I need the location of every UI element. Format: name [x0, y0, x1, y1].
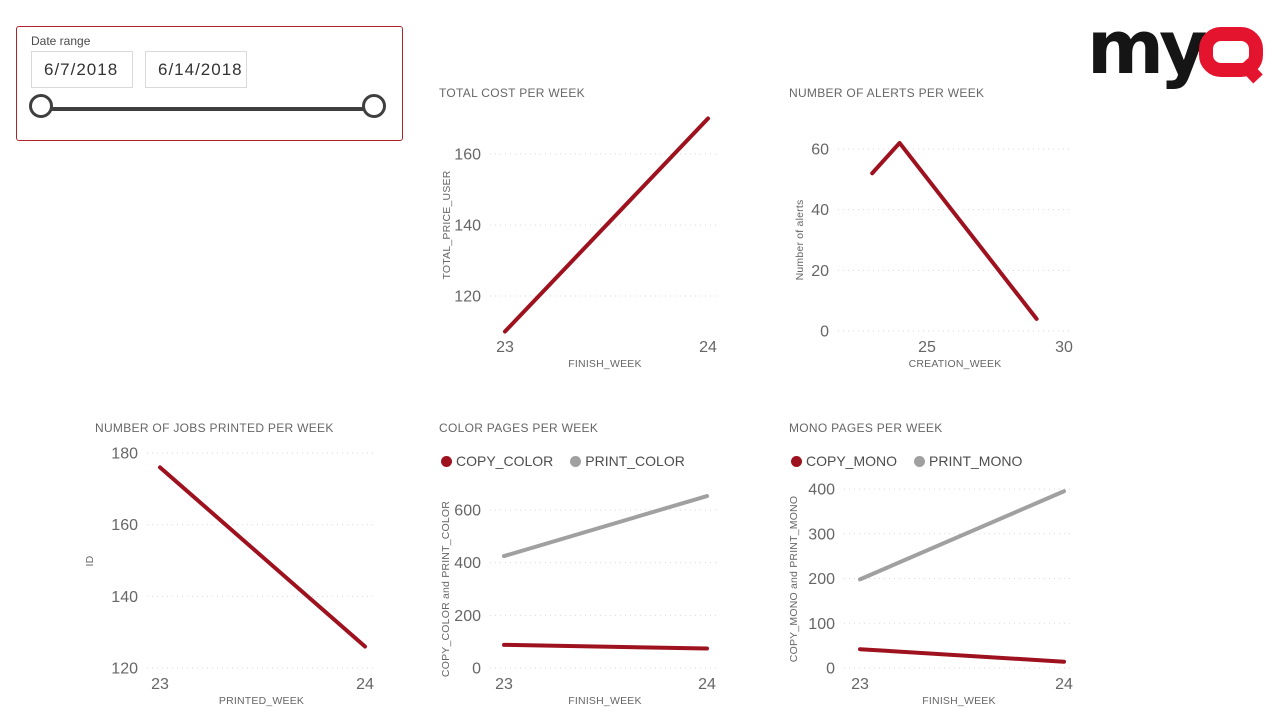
chart-color-pages-per-week: COLOR PAGES PER WEEK COPY_COLOR PRINT_CO… [432, 415, 738, 723]
svg-text:0: 0 [820, 324, 829, 341]
date-range-label: Date range [31, 34, 91, 48]
slider-handle-start[interactable] [29, 94, 53, 118]
svg-text:140: 140 [111, 589, 138, 606]
slider-handle-end[interactable] [362, 94, 386, 118]
chart-title: TOTAL COST PER WEEK [439, 86, 585, 100]
x-axis-title: FINISH_WEEK [568, 695, 642, 707]
legend: COPY_MONO PRINT_MONO [791, 453, 1022, 469]
legend-item-print-mono[interactable]: PRINT_MONO [914, 453, 1022, 469]
chart-mono-pages-per-week: MONO PAGES PER WEEK COPY_MONO PRINT_MONO… [782, 415, 1088, 723]
chart-total-cost-per-week: TOTAL COST PER WEEK 120 140 160 23 24 FINISH… [432, 80, 738, 380]
logo-text-my: my [1092, 20, 1206, 90]
logo-q-icon [1199, 27, 1263, 84]
start-date-input[interactable] [31, 51, 133, 88]
svg-text:100: 100 [808, 616, 835, 633]
svg-text:300: 300 [808, 526, 835, 543]
plot-area[interactable]: 120 140 160 23 24 [432, 80, 738, 380]
svg-text:23: 23 [495, 676, 513, 693]
svg-text:120: 120 [454, 289, 481, 306]
y-axis-title: COPY_COLOR and PRINT_COLOR [440, 500, 452, 678]
y-axis-title: COPY_MONO and PRINT_MONO [788, 495, 800, 662]
svg-text:400: 400 [808, 482, 835, 499]
chart-title: COLOR PAGES PER WEEK [439, 421, 599, 435]
svg-text:20: 20 [811, 263, 829, 280]
svg-text:200: 200 [454, 608, 481, 625]
legend-item-copy-color[interactable]: COPY_COLOR [441, 453, 553, 469]
legend: COPY_COLOR PRINT_COLOR [441, 453, 685, 469]
plot-area[interactable]: 0 200 400 600 23 24 [432, 415, 738, 723]
svg-text:120: 120 [111, 661, 138, 678]
svg-text:60: 60 [811, 142, 829, 159]
svg-text:23: 23 [151, 676, 169, 693]
svg-text:24: 24 [698, 676, 716, 693]
myq-logo: my [1087, 5, 1268, 91]
legend-dot-icon [570, 455, 582, 467]
svg-text:24: 24 [356, 676, 374, 693]
date-range-slicer: Date range [16, 26, 403, 141]
y-axis-title: TOTAL_PRICE_USER [441, 170, 453, 280]
svg-text:23: 23 [851, 676, 869, 693]
svg-text:600: 600 [454, 503, 481, 520]
legend-label: PRINT_MONO [929, 453, 1023, 469]
legend-label: COPY_COLOR [456, 453, 554, 469]
plot-area[interactable]: 120 140 160 180 23 24 [85, 415, 391, 723]
svg-text:24: 24 [699, 339, 717, 356]
plot-area[interactable]: 0 20 40 60 25 30 [782, 80, 1088, 380]
y-axis-title: Number of alerts [794, 199, 806, 281]
svg-text:0: 0 [472, 661, 481, 678]
svg-text:0: 0 [826, 661, 835, 678]
svg-text:160: 160 [454, 147, 481, 164]
svg-text:160: 160 [111, 517, 138, 534]
end-date-input[interactable] [145, 51, 247, 88]
svg-text:25: 25 [918, 339, 936, 356]
svg-text:200: 200 [808, 571, 835, 588]
svg-text:400: 400 [454, 555, 481, 572]
legend-item-copy-mono[interactable]: COPY_MONO [791, 453, 897, 469]
legend-dot-icon [791, 455, 802, 467]
x-axis-title: FINISH_WEEK [922, 695, 996, 707]
svg-text:23: 23 [496, 339, 514, 356]
svg-text:30: 30 [1055, 339, 1073, 356]
chart-title: MONO PAGES PER WEEK [789, 421, 943, 435]
chart-number-of-jobs-printed-per-week: NUMBER OF JOBS PRINTED PER WEEK 120 140 16… [84, 415, 391, 723]
x-axis-title: FINISH_WEEK [568, 358, 642, 370]
x-axis-title: PRINTED_WEEK [218, 695, 305, 707]
legend-label: COPY_MONO [806, 453, 898, 469]
myq-logo-graphic: my [1087, 5, 1263, 91]
x-axis-title: CREATION_WEEK [908, 358, 1002, 370]
svg-text:140: 140 [454, 218, 481, 235]
svg-text:24: 24 [1055, 676, 1073, 693]
legend-label: PRINT_COLOR [585, 453, 685, 469]
legend-dot-icon [914, 455, 926, 467]
date-range-slider-track[interactable] [44, 107, 377, 111]
plot-area[interactable]: 0 100 200 300 400 23 24 [782, 415, 1088, 723]
legend-item-print-color[interactable]: PRINT_COLOR [570, 453, 685, 469]
svg-text:40: 40 [811, 202, 829, 219]
y-axis-title: ID [84, 555, 96, 566]
chart-title: NUMBER OF ALERTS PER WEEK [789, 86, 985, 100]
chart-title: NUMBER OF JOBS PRINTED PER WEEK [95, 421, 334, 435]
chart-number-of-alerts-per-week: NUMBER OF ALERTS PER WEEK 0 20 40 60 25 30 CR… [782, 80, 1088, 380]
svg-text:180: 180 [111, 446, 138, 463]
legend-dot-icon [441, 455, 452, 467]
